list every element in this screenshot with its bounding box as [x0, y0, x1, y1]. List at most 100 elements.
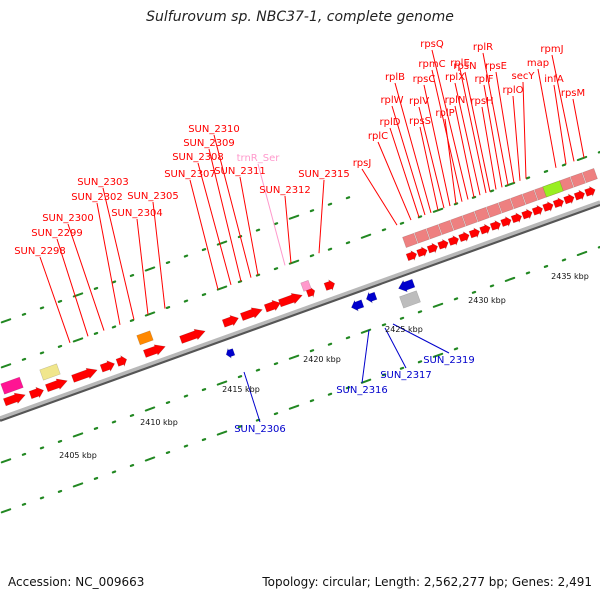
tick-mark	[273, 362, 279, 366]
label-leader-line	[392, 323, 450, 354]
label-leader-line	[423, 84, 451, 207]
tick-mark	[0, 318, 12, 324]
label-leader-line	[152, 201, 166, 309]
gene-label-sun-2305: SUN_2305	[127, 191, 179, 202]
gene-box	[582, 168, 598, 184]
gene-box	[450, 215, 466, 231]
gene-label-sun-2315: SUN_2315	[298, 169, 350, 180]
label-leader-line	[384, 327, 407, 369]
label-leader-line	[522, 81, 527, 179]
gene-arrow	[221, 314, 239, 328]
label-leader-line	[454, 105, 475, 198]
tick-mark	[360, 233, 372, 239]
tick-mark	[39, 306, 45, 310]
gene-label-sun-2311: SUN_2311	[214, 166, 266, 177]
tick-mark	[489, 189, 495, 193]
tick-mark	[309, 349, 315, 353]
gene-label-rplf: rplF	[475, 74, 494, 85]
gene-arrow	[542, 201, 554, 212]
gene-label-secy: secY	[512, 71, 536, 82]
tick-mark	[0, 458, 12, 464]
tick-mark	[237, 375, 243, 379]
gene-label-rpsh: rpsH	[470, 96, 493, 107]
gene-label-rpmj: rpmJ	[540, 44, 563, 55]
label-leader-line	[213, 134, 252, 278]
gene-label-rplx: rplX	[445, 72, 465, 83]
tick-mark	[576, 250, 588, 257]
tick-mark	[183, 299, 189, 303]
tick-mark	[39, 446, 45, 450]
tick-mark	[129, 318, 135, 322]
tick-mark	[561, 163, 567, 167]
scale-labels: 2405 kbp 2410 kbp 2415 kbp 2420 kbp 2425 kbp…	[59, 272, 589, 460]
genome-summary: Topology: circular; Length: 2,562,277 bp…	[262, 575, 592, 589]
label-leader-line	[257, 163, 286, 266]
label-leader-line	[208, 148, 242, 282]
label-leader-line	[551, 54, 575, 162]
gene-label-rplw: rplW	[380, 95, 403, 106]
tick-mark	[111, 420, 117, 424]
gene-label-rplp: rplP	[435, 108, 454, 119]
tick-mark	[144, 311, 156, 317]
gene-label-rplr: rplR	[473, 42, 493, 53]
tick-mark	[504, 276, 516, 282]
tick-mark	[21, 452, 27, 456]
gene-label-rpln: rplN	[445, 95, 466, 106]
label-leader-line	[483, 84, 503, 188]
gene-label-sun-2308: SUN_2308	[172, 152, 224, 163]
tick-mark	[216, 240, 228, 246]
label-leader-line	[454, 82, 481, 196]
tick-mark	[216, 430, 228, 436]
tick-mark	[309, 209, 315, 213]
label-leader-line	[361, 329, 370, 384]
tick-mark	[597, 245, 600, 249]
gene-arrow	[521, 208, 533, 220]
gene-arrow	[115, 354, 128, 368]
gene-label-rpsn: rpsN	[453, 61, 476, 72]
gene-label-sun-2298: SUN_2298	[14, 246, 66, 257]
label-leader-line	[67, 223, 105, 331]
gene-label-trnr-ser: trnR_Ser	[237, 153, 281, 164]
tick-mark	[417, 310, 423, 314]
tick-mark	[309, 399, 315, 403]
gene-box	[510, 193, 526, 210]
gene-label-rpss: rpsS	[409, 116, 431, 127]
scale-label: 2405 kbp	[59, 451, 97, 460]
gene-arrow	[99, 360, 116, 373]
tick-mark	[201, 293, 207, 297]
tick-mark	[72, 337, 84, 343]
gene-arrow	[573, 189, 586, 201]
label-leader-line	[394, 82, 432, 213]
label-leader-line	[189, 179, 219, 290]
gene-label-sun-2303: SUN_2303	[77, 177, 129, 188]
gene-box	[39, 363, 61, 381]
gene-arrow	[351, 299, 365, 312]
label-leader-line	[284, 195, 292, 264]
gene-box	[300, 279, 312, 292]
gene-label-sun-2316: SUN_2316	[336, 385, 388, 396]
gene-label-sun-2309: SUN_2309	[183, 138, 235, 149]
tick-mark	[504, 181, 516, 187]
tick-mark	[165, 451, 171, 455]
tick-mark	[129, 463, 135, 467]
gene-arrow	[365, 291, 378, 304]
label-leader-line	[96, 202, 121, 325]
scale-label: 2415 kbp	[222, 385, 260, 394]
gene-box	[462, 211, 478, 227]
tick-mark	[201, 438, 207, 442]
label-leader-line	[418, 106, 445, 209]
gene-box	[570, 172, 586, 188]
tick-mark	[129, 413, 135, 417]
label-leader-line	[553, 84, 567, 165]
reverse-label-lines	[243, 323, 450, 423]
gene-arrow	[510, 212, 523, 224]
tick-mark	[237, 425, 243, 429]
tick-mark	[543, 169, 549, 173]
label-leader-line	[495, 71, 515, 184]
gene-box	[486, 202, 502, 218]
label-leader-line	[389, 127, 420, 218]
tick-mark	[255, 368, 261, 372]
tick-mark	[309, 254, 315, 258]
tick-mark	[144, 266, 156, 272]
tick-mark	[345, 196, 351, 200]
